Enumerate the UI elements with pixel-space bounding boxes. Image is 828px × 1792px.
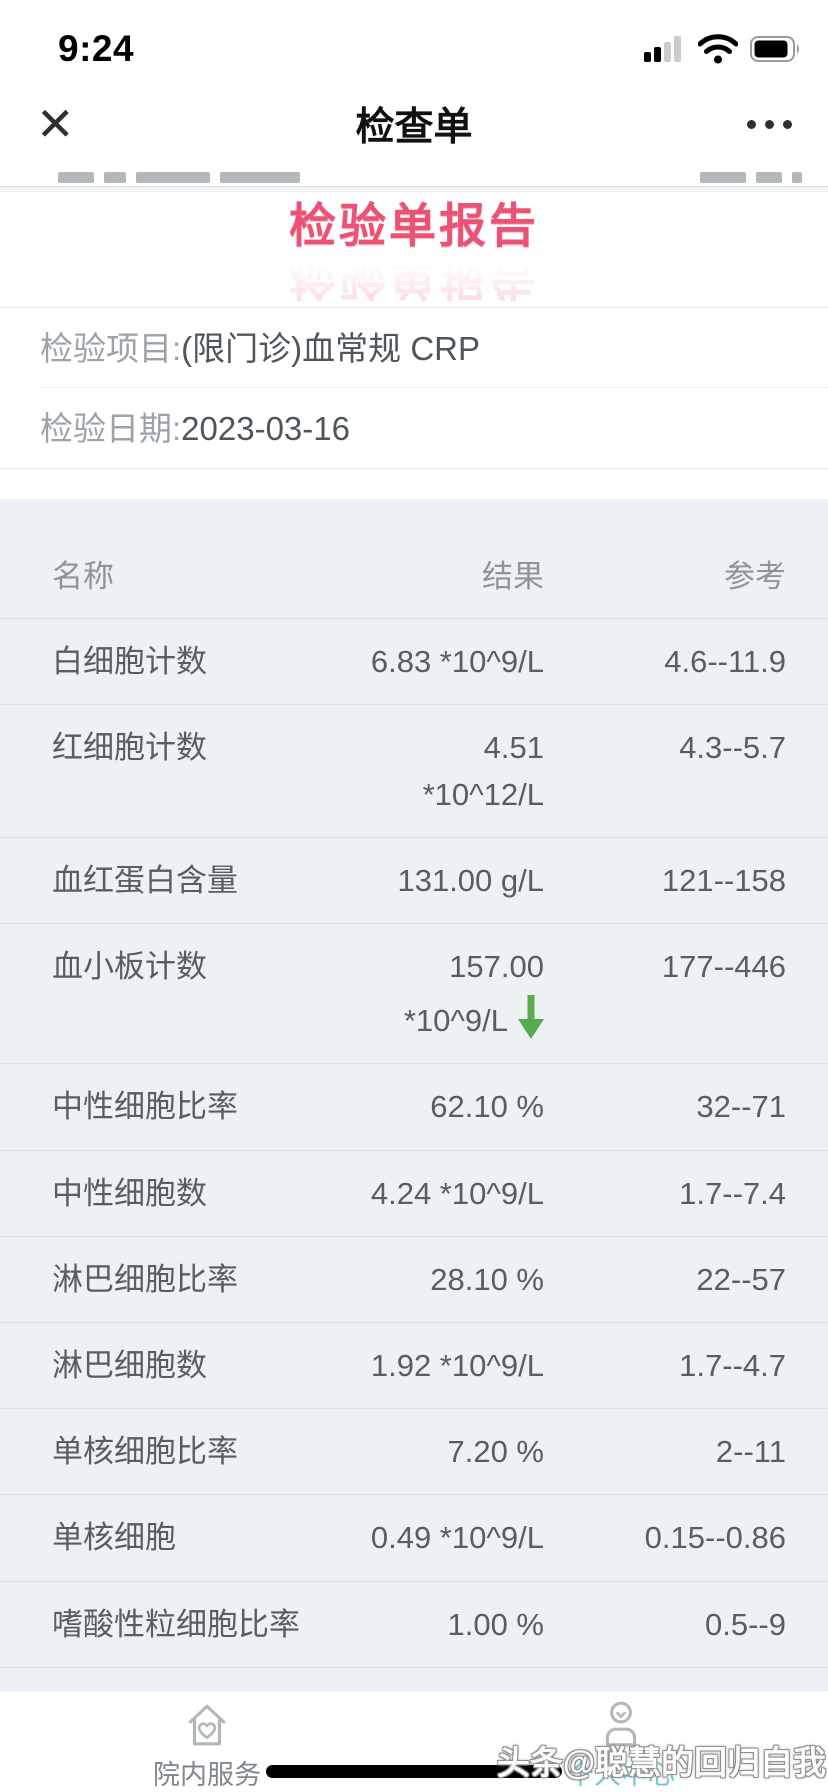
exam-project-value: (限门诊)血常规 CRP <box>181 330 480 367</box>
divider <box>40 387 828 389</box>
exam-date-row: 检验日期:2023-03-16 <box>0 388 828 467</box>
table-row: 血小板计数 157.00 *10^9/L 177--446 <box>0 923 828 1063</box>
row-name: 血小板计数 <box>52 949 207 985</box>
exam-project-row: 检验项目:(限门诊)血常规 CRP <box>0 308 828 387</box>
more-menu-icon[interactable] <box>747 114 792 135</box>
row-result: 0.49 *10^9/L <box>370 1520 544 1556</box>
row-ref: 4.6--11.9 <box>664 643 786 679</box>
row-result: 6.83 *10^9/L <box>370 643 544 679</box>
table-row: 中性细胞比率 62.10 % 32--71 <box>0 1063 828 1149</box>
row-ref: 121--158 <box>661 863 786 899</box>
row-ref: 2--11 <box>715 1434 786 1470</box>
row-name: 血红蛋白含量 <box>52 863 238 899</box>
row-ref: 1.7--7.4 <box>679 1175 786 1211</box>
status-icons <box>644 34 802 64</box>
report-title: 检验单报告 <box>289 199 539 252</box>
table-row: 红细胞计数 4.51 *10^12/L 4.3--5.7 <box>0 703 828 837</box>
header-name: 名称 <box>52 558 114 594</box>
row-result: 7.20 % <box>447 1434 544 1470</box>
tab-personal-center[interactable]: 个人中心 <box>567 1699 675 1792</box>
table-row: 白细胞计数 6.83 *10^9/L 4.6--11.9 <box>0 617 828 704</box>
row-name: 嗜酸性粒细胞比率 <box>52 1606 300 1642</box>
row-name: 白细胞计数 <box>52 643 207 679</box>
row-ref: 22--57 <box>696 1261 786 1297</box>
header-ref: 参考 <box>724 558 786 594</box>
arrow-down-icon <box>518 995 544 1040</box>
table-row: 淋巴细胞比率 28.10 % 22--57 <box>0 1235 828 1322</box>
row-result: 4.24 *10^9/L <box>370 1175 544 1211</box>
wifi-icon <box>698 34 738 64</box>
row-name: 淋巴细胞数 <box>52 1348 207 1383</box>
row-ref: 177--446 <box>661 949 786 985</box>
home-indicator[interactable] <box>266 1765 562 1778</box>
status-bar: 9:24 <box>0 0 828 88</box>
home-heart-icon <box>188 1704 226 1746</box>
row-result: 131.00 g/L <box>397 863 544 899</box>
row-name: 中性细胞比率 <box>52 1089 238 1125</box>
row-result: 28.10 % <box>430 1261 544 1297</box>
table-row: 血红蛋白含量 131.00 g/L 121--158 <box>0 837 828 923</box>
tab-bar: 院内服务 个人中心 头条@聪慧的回归自我 <box>0 1690 828 1792</box>
tab-hospital-services[interactable]: 院内服务 <box>153 1699 261 1792</box>
row-result: 1.92 *10^9/L <box>370 1348 544 1383</box>
results-table: 名称 结果 参考 白细胞计数 6.83 *10^9/L 4.6--11.9 红细… <box>0 498 828 1792</box>
table-row: 中性细胞数 4.24 *10^9/L 1.7--7.4 <box>0 1149 828 1236</box>
divider <box>0 186 828 192</box>
nav-bar: ✕ 检查单 <box>0 88 828 160</box>
table-row: 单核细胞 0.49 *10^9/L 0.15--0.86 <box>0 1494 828 1580</box>
row-ref: 0.5--9 <box>705 1606 786 1642</box>
close-icon[interactable]: ✕ <box>36 98 75 150</box>
battery-icon <box>750 36 799 62</box>
table-row: 单核细胞比率 7.20 % 2--11 <box>0 1408 828 1494</box>
row-name: 淋巴细胞比率 <box>52 1261 238 1297</box>
table-row: 嗜酸性粒细胞比率 1.00 % 0.5--9 <box>0 1580 828 1667</box>
report-title-reflection: 检验单报告 <box>289 251 539 301</box>
report-title-section: 检验单报告 检验单报告 <box>0 192 828 308</box>
clipped-scrolled-row <box>0 160 828 186</box>
header-result: 结果 <box>482 558 544 594</box>
row-result: 1.00 % <box>447 1606 544 1642</box>
tab-label: 个人中心 <box>567 1760 675 1790</box>
row-name: 单核细胞 <box>52 1520 176 1556</box>
exam-project-label: 检验项目: <box>40 330 182 367</box>
row-result: 4.51 *10^12/L <box>422 729 544 812</box>
row-name: 中性细胞数 <box>52 1175 207 1211</box>
divider <box>0 467 828 469</box>
watermark-text: 头条@聪慧的回归自我 <box>496 1744 826 1781</box>
row-result: 62.10 % <box>430 1089 544 1125</box>
exam-date-label: 检验日期: <box>40 410 182 448</box>
row-name: 单核细胞比率 <box>52 1434 238 1470</box>
row-result: 157.00 *10^9/L <box>403 949 544 1040</box>
status-time: 9:24 <box>58 28 135 69</box>
page-title: 检查单 <box>355 106 473 149</box>
table-row: 淋巴细胞数 1.92 *10^9/L 1.7--4.7 <box>0 1322 828 1408</box>
exam-date-value: 2023-03-16 <box>181 410 350 448</box>
tab-label: 院内服务 <box>153 1760 261 1790</box>
row-ref: 1.7--4.7 <box>679 1348 786 1383</box>
row-ref: 0.15--0.86 <box>644 1520 786 1556</box>
person-icon <box>605 1701 637 1747</box>
row-ref: 4.3--5.7 <box>679 729 786 765</box>
table-header-row: 名称 结果 参考 <box>0 499 828 618</box>
cellular-signal-icon <box>644 36 681 62</box>
row-name: 红细胞计数 <box>52 729 207 765</box>
row-ref: 32--71 <box>696 1089 786 1125</box>
